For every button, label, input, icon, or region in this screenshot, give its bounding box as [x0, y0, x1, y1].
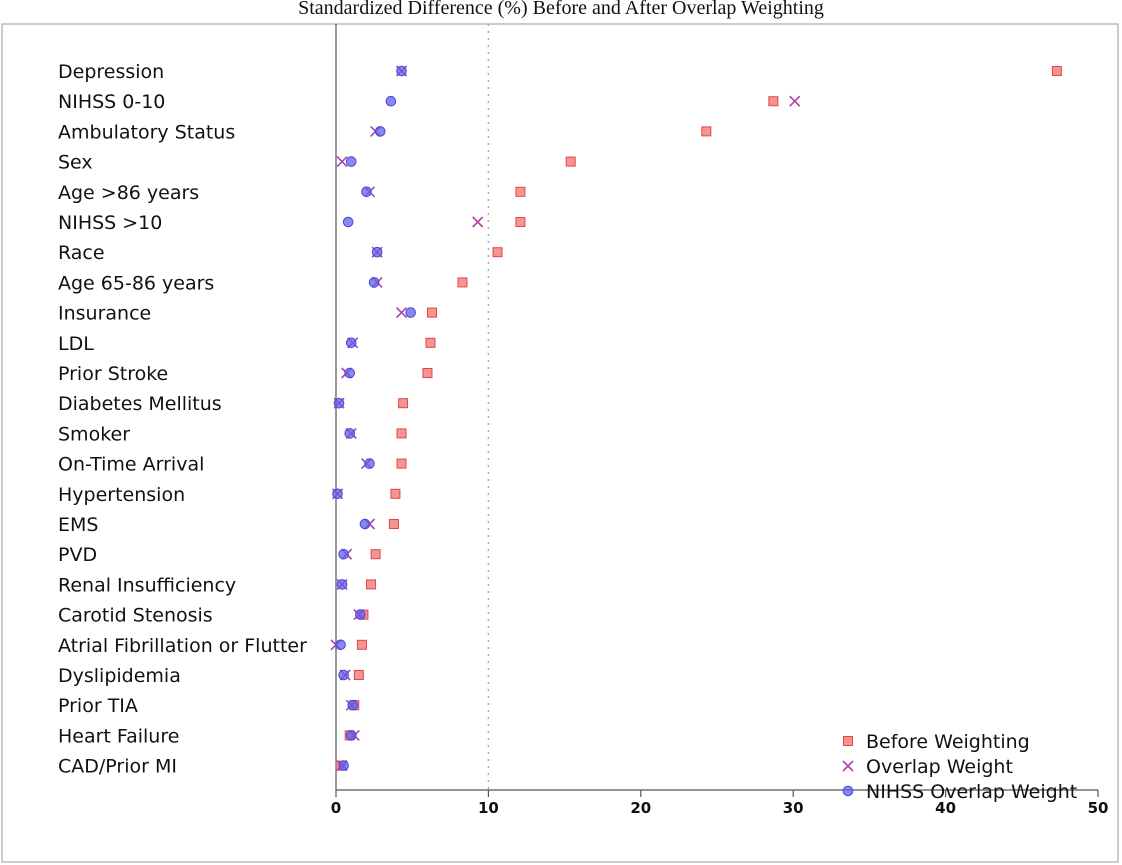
- category-label: Dyslipidemia: [58, 665, 181, 687]
- data-point: [396, 428, 407, 439]
- category-label: Sex: [58, 152, 93, 174]
- x-tick-label: 50: [1088, 799, 1109, 817]
- legend-marker: [842, 785, 854, 797]
- data-point: [359, 518, 371, 530]
- data-point: [515, 217, 526, 227]
- legend-marker: [843, 736, 853, 746]
- legend-label: Before Weighting: [866, 731, 1030, 753]
- category-label: Ambulatory Status: [58, 121, 235, 143]
- data-point: [388, 519, 399, 529]
- x-axis: 0 10 20 30 40 50: [331, 789, 1109, 817]
- legend: Before Weighting Overlap Weight NIHSS Over…: [842, 731, 1077, 803]
- data-point: [396, 65, 407, 77]
- data-point: [356, 639, 367, 650]
- data-point: [390, 488, 401, 499]
- plot-frame: [1, 23, 1119, 863]
- data-point: [332, 488, 343, 500]
- data-point: [395, 307, 408, 319]
- data-point: [353, 670, 364, 680]
- category-label: Atrial Fibrillation or Flutter: [58, 635, 307, 657]
- data-point: [370, 549, 381, 560]
- category-labels: Depression NIHSS 0-10 Ambulatory Status Sex…: [58, 61, 307, 778]
- data-point: [335, 639, 346, 651]
- category-label: NIHSS 0-10: [58, 91, 165, 113]
- data-points: [330, 65, 1062, 772]
- category-label: Carotid Stenosis: [58, 605, 213, 627]
- data-point: [385, 95, 397, 107]
- category-label: Insurance: [58, 303, 151, 325]
- data-point: [425, 337, 436, 348]
- data-point: [338, 548, 349, 560]
- data-point: [344, 367, 356, 379]
- data-point: [355, 609, 366, 620]
- data-point: [344, 428, 356, 439]
- category-label: Prior TIA: [58, 695, 138, 717]
- category-label: On-Time Arrival: [58, 454, 204, 476]
- x-tick-label: 30: [783, 799, 804, 817]
- data-point: [338, 669, 349, 681]
- category-label: Age 65-86 years: [58, 272, 214, 294]
- data-point: [361, 186, 372, 198]
- data-point: [405, 307, 416, 318]
- data-point: [396, 458, 407, 469]
- x-tick-label: 40: [935, 799, 956, 817]
- data-point: [345, 337, 357, 349]
- series-0: [335, 66, 1062, 771]
- category-label: Renal Insufficiency: [58, 574, 236, 596]
- category-label: PVD: [58, 544, 97, 566]
- data-point: [366, 579, 377, 590]
- data-point: [336, 579, 348, 590]
- data-point: [336, 156, 348, 168]
- data-point: [398, 398, 409, 409]
- category-label: Age >86 years: [58, 182, 199, 204]
- category-label: Heart Failure: [58, 725, 179, 747]
- data-point: [345, 156, 357, 167]
- x-tick-label: 10: [478, 799, 499, 817]
- legend-label: Overlap Weight: [866, 756, 1013, 778]
- data-point: [368, 277, 380, 288]
- category-label: EMS: [58, 514, 98, 536]
- data-point: [768, 96, 779, 107]
- data-point: [371, 246, 383, 258]
- series-2: [332, 65, 416, 771]
- data-point: [333, 397, 345, 409]
- data-point: [565, 156, 576, 167]
- header-fragment: Standardized Difference (%) Before and A…: [298, 0, 824, 19]
- data-point: [347, 699, 359, 711]
- data-point: [345, 730, 357, 741]
- data-point: [515, 186, 526, 197]
- data-point: [457, 277, 468, 288]
- legend-marker: [842, 760, 854, 772]
- category-label: Hypertension: [58, 484, 185, 506]
- category-label: Smoker: [58, 423, 130, 445]
- data-point: [1051, 66, 1062, 76]
- data-point: [342, 216, 354, 228]
- data-point: [701, 126, 712, 137]
- category-label: NIHSS >10: [58, 212, 162, 234]
- category-label: LDL: [58, 333, 94, 355]
- data-point: [338, 760, 349, 771]
- data-point: [789, 95, 801, 107]
- series-1: [330, 65, 801, 772]
- x-tick-label: 20: [630, 799, 651, 817]
- data-point: [472, 216, 484, 228]
- category-label: Prior Stroke: [58, 363, 168, 385]
- category-label: Depression: [58, 61, 164, 83]
- data-point: [427, 307, 438, 318]
- data-point: [364, 458, 375, 469]
- category-label: Race: [58, 242, 105, 264]
- data-point: [374, 126, 386, 137]
- category-label: Diabetes Mellitus: [58, 393, 222, 415]
- legend-label: NIHSS Overlap Weight: [866, 781, 1077, 803]
- x-tick-label: 0: [331, 799, 341, 817]
- category-label: CAD/Prior MI: [58, 756, 177, 778]
- data-point: [492, 247, 503, 258]
- data-point: [422, 368, 433, 378]
